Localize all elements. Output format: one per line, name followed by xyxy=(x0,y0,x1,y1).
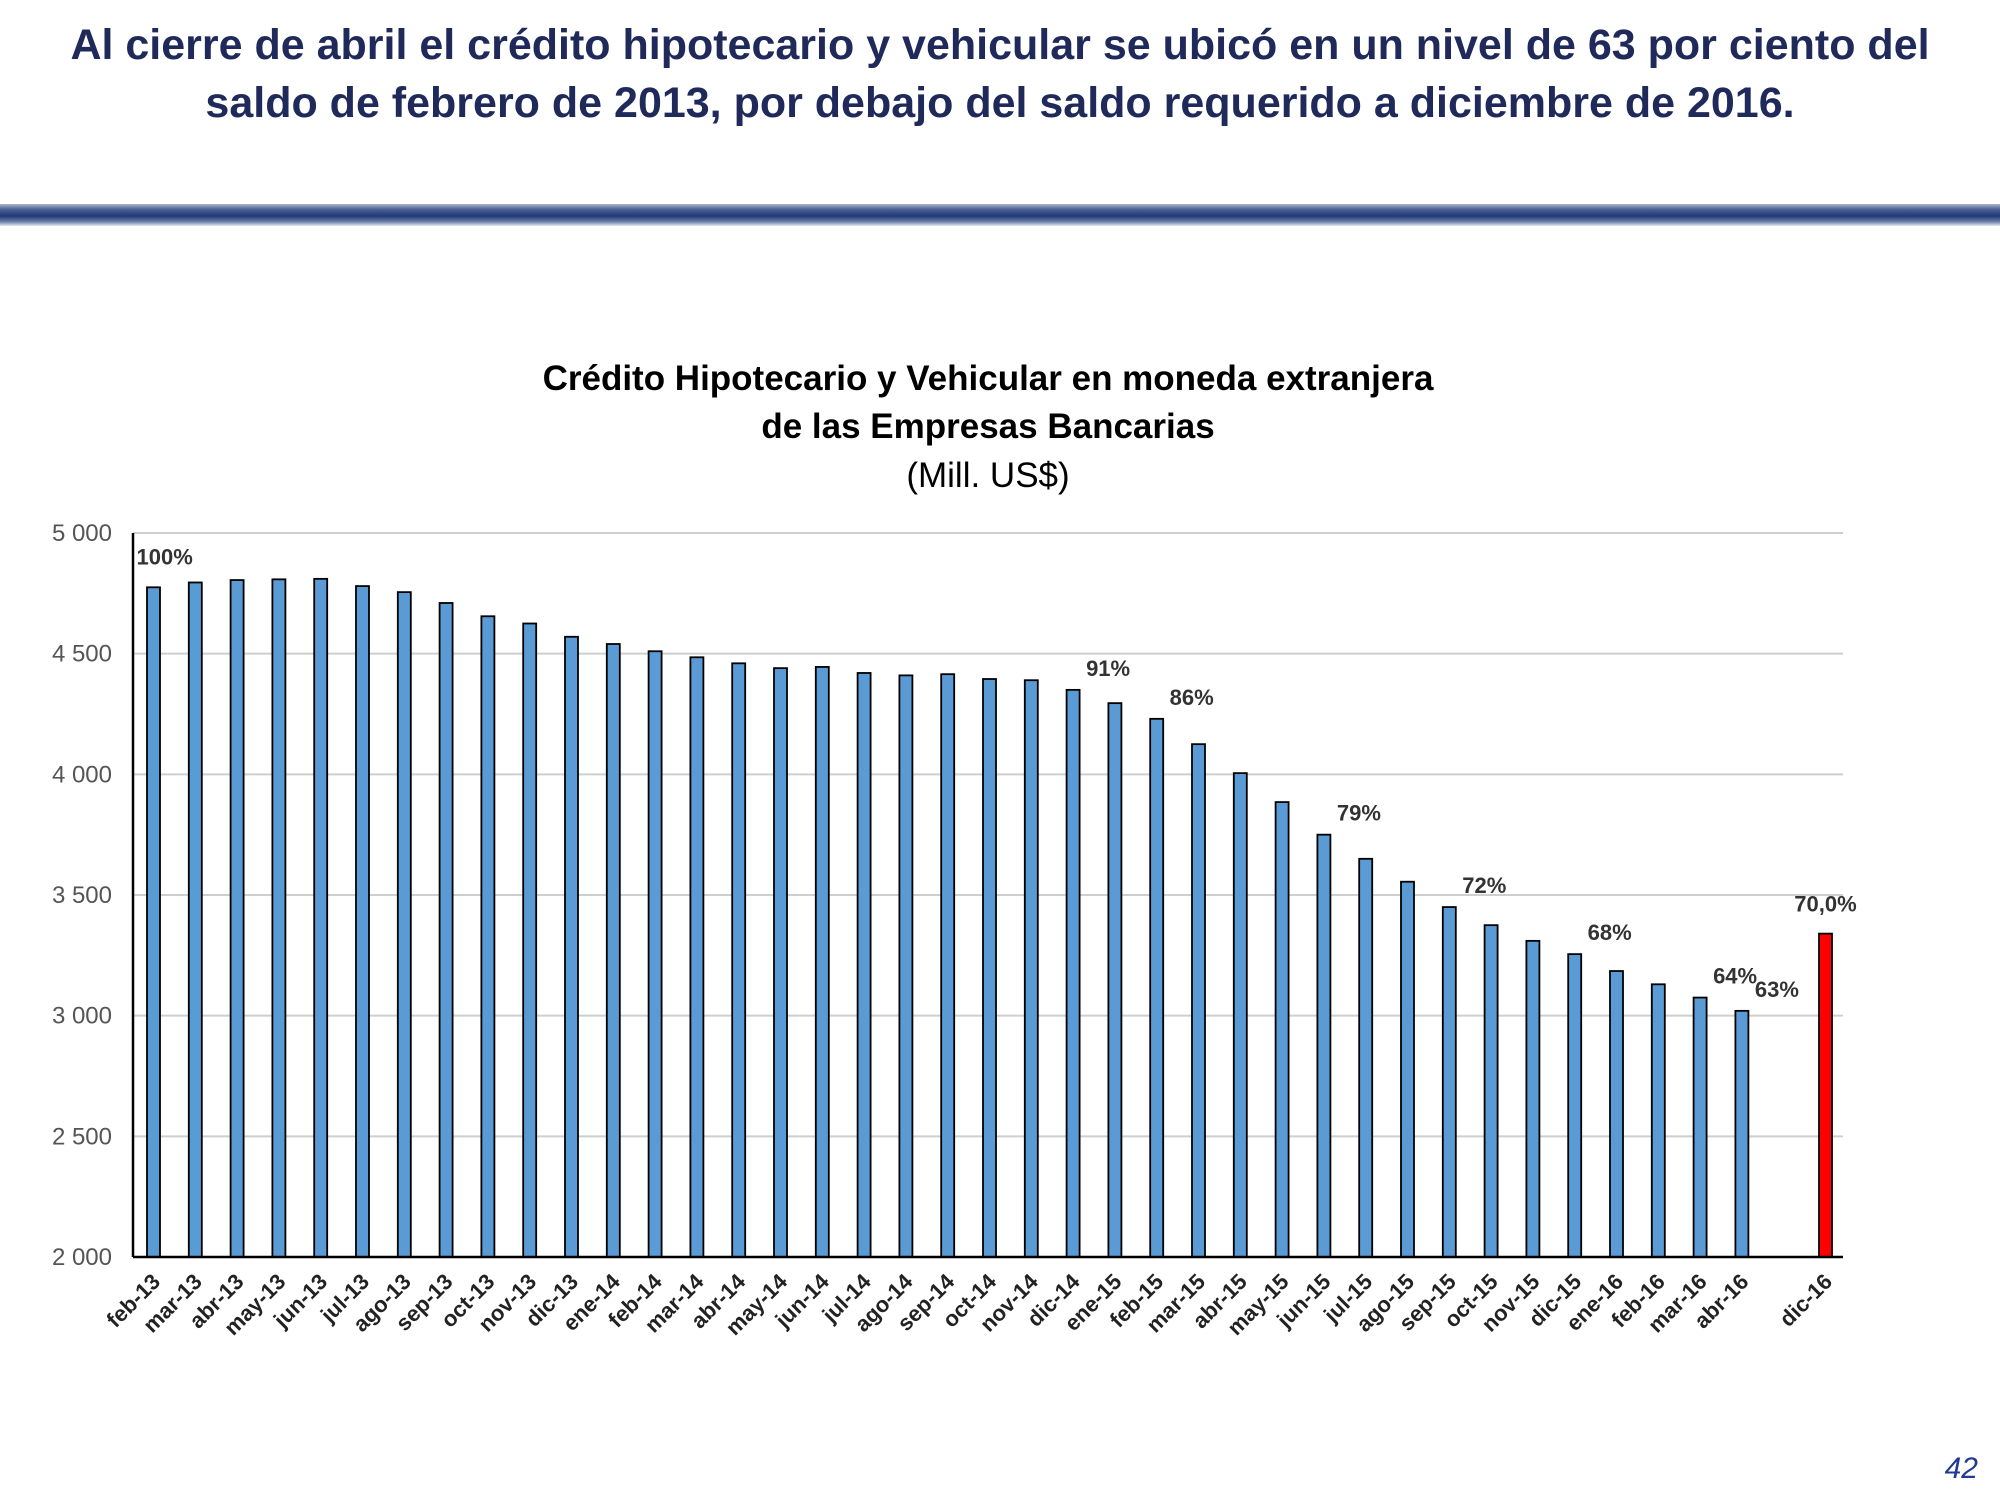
bar xyxy=(564,635,579,1258)
bar xyxy=(1149,717,1165,1258)
bar xyxy=(313,577,329,1258)
y-axis-ticks: 2 000 2 500 3 000 3 500 4 000 4 500 5 000 xyxy=(52,520,112,1271)
bar xyxy=(982,678,997,1258)
x-tick-label: dic-16 xyxy=(1774,1269,1837,1332)
bar xyxy=(856,672,872,1258)
bar xyxy=(1107,702,1123,1258)
bar xyxy=(229,579,245,1258)
bar xyxy=(1525,939,1541,1258)
bar-data-label: 72% xyxy=(1462,873,1506,898)
bar xyxy=(647,650,663,1258)
bar xyxy=(438,602,454,1258)
chart-title-line-1: Crédito Hipotecario y Vehicular en moned… xyxy=(543,359,1434,398)
bar-data-label: 100% xyxy=(137,544,193,569)
bar xyxy=(355,585,370,1258)
bar xyxy=(1483,924,1499,1258)
bar xyxy=(1274,801,1290,1258)
bar xyxy=(1567,953,1583,1258)
bar xyxy=(271,578,287,1258)
bar xyxy=(605,643,621,1258)
bars xyxy=(146,577,1833,1258)
bar-data-label: 70,0% xyxy=(1794,892,1856,917)
target-bar xyxy=(1818,932,1833,1258)
y-tick-label: 5 000 xyxy=(52,520,112,547)
y-tick-label: 3 500 xyxy=(52,882,112,909)
bar xyxy=(898,674,914,1258)
data-labels: 100% 91% 86% 79% 72% 68% 64%63% 70,0% xyxy=(137,544,1857,1002)
bar xyxy=(731,662,747,1258)
title-divider-bar xyxy=(0,204,2000,226)
bar xyxy=(522,622,538,1258)
y-tick-label: 2 000 xyxy=(52,1244,112,1271)
bar xyxy=(1609,970,1624,1258)
bar xyxy=(396,591,412,1258)
y-tick-label: 4 500 xyxy=(52,641,112,668)
bar-data-label: 86% xyxy=(1170,685,1214,710)
bar-data-label: 68% xyxy=(1588,920,1632,945)
bar xyxy=(689,656,705,1258)
bar xyxy=(1023,679,1039,1258)
bar xyxy=(480,615,496,1258)
chart-subtitle: (Mill. US$) xyxy=(906,456,1069,495)
bar xyxy=(773,667,788,1258)
bar xyxy=(814,666,830,1258)
bar xyxy=(1316,833,1332,1258)
slide-title: Al cierre de abril el crédito hipotecari… xyxy=(70,21,1930,127)
bar xyxy=(1734,1009,1750,1258)
bar-data-label: 64% xyxy=(1713,964,1757,989)
bar-data-label: 79% xyxy=(1337,801,1381,826)
x-axis-ticks: feb-13mar-13abr-13may-13jun-13jul-13ago-… xyxy=(102,1268,1837,1340)
bar xyxy=(1065,688,1081,1258)
y-tick-label: 3 000 xyxy=(52,1003,112,1030)
bar-data-label: 91% xyxy=(1086,656,1130,681)
chart-title-line-2: de las Empresas Bancarias xyxy=(761,407,1214,446)
y-tick-label: 2 500 xyxy=(52,1123,112,1150)
page-number: 42 xyxy=(1944,1452,1978,1485)
bar xyxy=(1232,772,1248,1258)
bar xyxy=(146,586,161,1258)
y-tick-label: 4 000 xyxy=(52,761,112,788)
bar xyxy=(1692,996,1708,1258)
bar xyxy=(1400,880,1415,1258)
bar xyxy=(1441,906,1457,1258)
bar xyxy=(1650,983,1666,1258)
bar xyxy=(187,581,203,1258)
bar xyxy=(940,673,956,1258)
bar xyxy=(1191,743,1206,1258)
bar xyxy=(1358,857,1374,1258)
bar-data-label: 63% xyxy=(1755,977,1799,1002)
